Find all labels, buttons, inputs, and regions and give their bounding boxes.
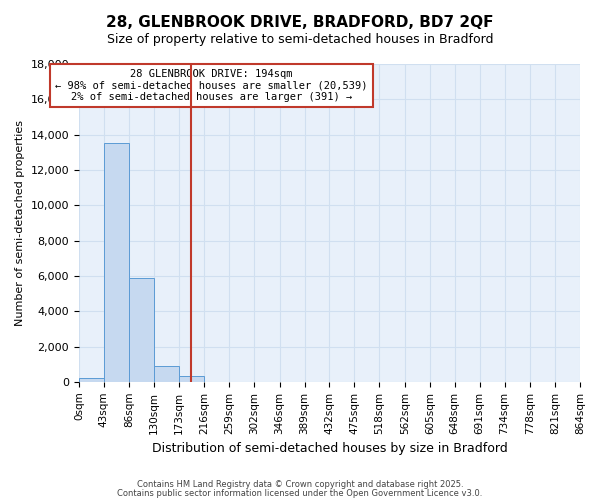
Bar [79, 378, 104, 382]
Bar [179, 376, 204, 382]
Text: Contains public sector information licensed under the Open Government Licence v3: Contains public sector information licen… [118, 488, 482, 498]
Bar [129, 278, 154, 382]
X-axis label: Distribution of semi-detached houses by size in Bradford: Distribution of semi-detached houses by … [152, 442, 508, 455]
Y-axis label: Number of semi-detached properties: Number of semi-detached properties [15, 120, 25, 326]
Text: 28 GLENBROOK DRIVE: 194sqm
← 98% of semi-detached houses are smaller (20,539)
2%: 28 GLENBROOK DRIVE: 194sqm ← 98% of semi… [55, 69, 368, 102]
Bar [154, 366, 179, 382]
Text: Size of property relative to semi-detached houses in Bradford: Size of property relative to semi-detach… [107, 32, 493, 46]
Text: Contains HM Land Registry data © Crown copyright and database right 2025.: Contains HM Land Registry data © Crown c… [137, 480, 463, 489]
Bar [104, 144, 129, 382]
Text: 28, GLENBROOK DRIVE, BRADFORD, BD7 2QF: 28, GLENBROOK DRIVE, BRADFORD, BD7 2QF [106, 15, 494, 30]
